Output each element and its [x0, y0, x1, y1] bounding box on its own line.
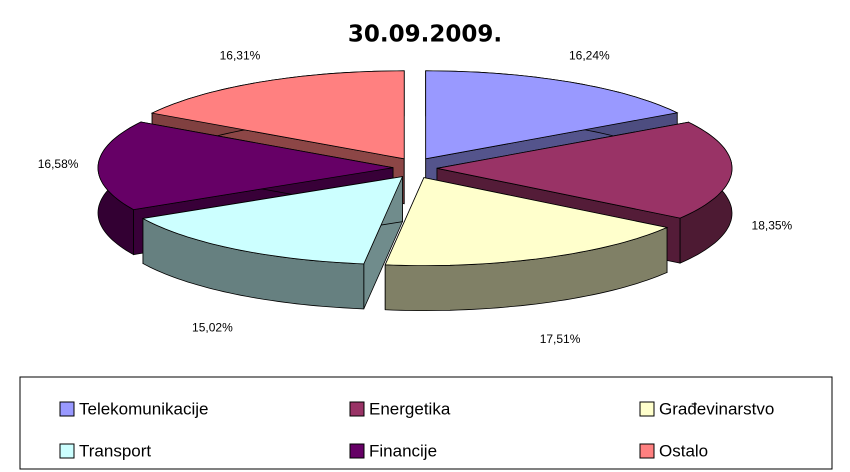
data-label: 18,35%: [752, 218, 793, 232]
slice-top: [141, 176, 404, 265]
slice: [141, 176, 404, 310]
legend-swatch: [639, 443, 655, 459]
legend-label: Građevinarstvo: [659, 399, 774, 418]
data-label: 17,51%: [540, 332, 581, 346]
legend-box: [19, 376, 833, 470]
data-label: 16,24%: [569, 48, 610, 62]
data-label: 16,31%: [220, 49, 261, 63]
legend-label: Energetika: [369, 399, 451, 418]
legend-swatch: [59, 401, 75, 417]
legend-label: Telekomunikacije: [79, 399, 208, 418]
chart-title: 30.09.2009.: [348, 22, 502, 48]
slice-top: [425, 70, 679, 160]
slice-top: [150, 70, 405, 160]
legend-label: Financije: [369, 441, 437, 460]
legend-label: Ostalo: [659, 441, 708, 460]
data-label: 15,02%: [192, 321, 233, 335]
data-label: 16,58%: [38, 157, 79, 171]
legend-swatch: [349, 401, 365, 417]
legend-swatch: [59, 443, 75, 459]
legend-label: Transport: [79, 441, 151, 460]
legend-swatch: [639, 401, 655, 417]
slice-top: [436, 121, 733, 219]
slice-top: [384, 177, 669, 266]
slice: [384, 177, 669, 311]
legend-swatch: [349, 443, 365, 459]
slice-top: [97, 121, 394, 211]
